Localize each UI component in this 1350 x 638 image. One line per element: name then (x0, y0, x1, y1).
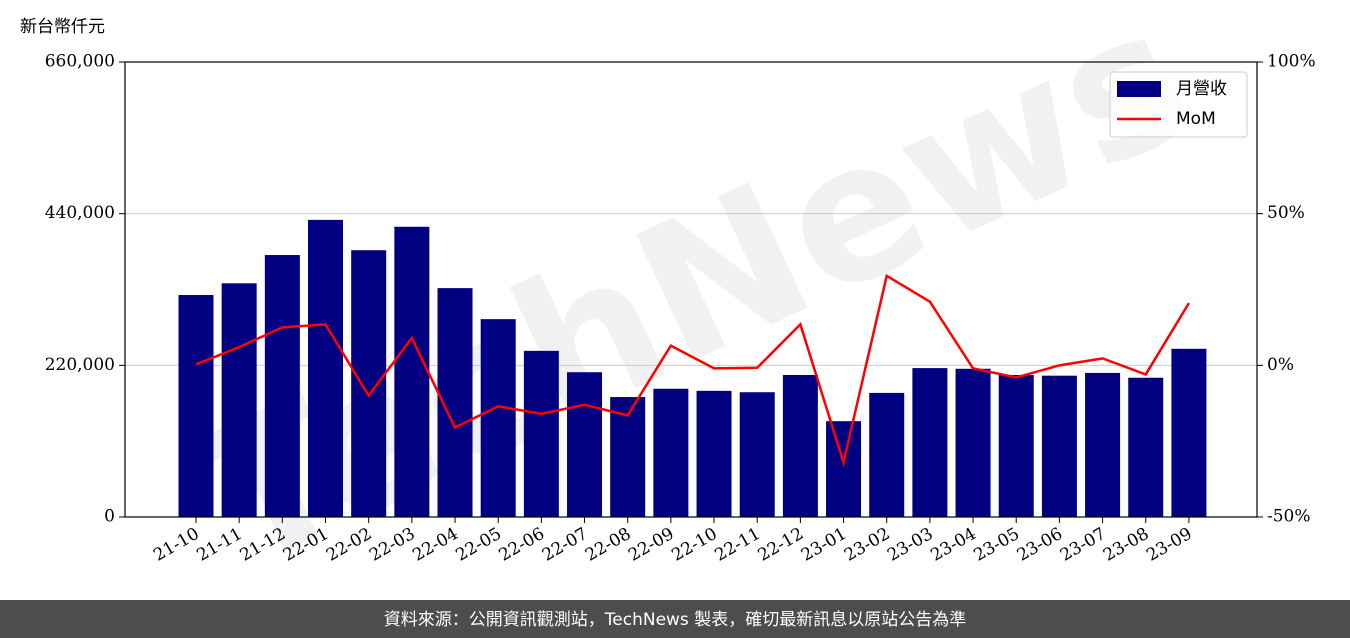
x-tick-label: 23-09 (1143, 524, 1195, 566)
bar (221, 283, 257, 517)
x-tick-label: 22-12 (755, 524, 807, 566)
x-tick-label: 23-03 (884, 524, 936, 566)
legend-label: MoM (1176, 109, 1216, 129)
footer: 資料來源：公開資訊觀測站，TechNews 製表，確切最新訊息以原站公告為準 (384, 610, 966, 630)
bar (782, 374, 818, 517)
x-tick-label: 23-07 (1057, 524, 1109, 566)
x-tick-label: 22-05 (452, 524, 504, 566)
x-tick-label: 22-09 (625, 524, 677, 566)
bar (826, 421, 862, 517)
bar (480, 319, 516, 517)
line (195, 273, 1190, 468)
bar (869, 392, 905, 517)
y2-tick-label: -50% (1267, 507, 1311, 527)
x-tick-label: 22-11 (712, 524, 764, 566)
x-tick-label: 23-01 (798, 524, 850, 566)
y-axis-label: 新台幣仟元 (20, 17, 105, 37)
legend-label: 月營收 (1176, 79, 1227, 99)
bar (1128, 377, 1164, 517)
y-tick-label: 440,000 (45, 203, 115, 223)
bar (912, 368, 948, 517)
bar (351, 250, 387, 518)
bar (523, 350, 559, 517)
x-tick-label: 23-02 (841, 524, 893, 566)
legend-swatch (1117, 81, 1161, 97)
footer-bar (0, 600, 1350, 638)
bar (1171, 348, 1207, 517)
x-tick-label: 23-06 (1014, 524, 1066, 566)
plot-frame (124, 61, 1258, 518)
x-tick-label: 22-06 (496, 524, 548, 566)
y2-tick-label: 50% (1267, 203, 1305, 223)
y2-tick-label: 0% (1267, 355, 1294, 375)
bar (998, 374, 1034, 517)
bar (610, 397, 646, 517)
bar (1041, 375, 1077, 517)
x-tick-label: 23-05 (971, 524, 1023, 566)
bar (696, 390, 732, 517)
x-tick-label: 22-10 (668, 524, 720, 566)
y2-tick-label: 100% (1267, 52, 1316, 72)
y-tick-label: 220,000 (45, 355, 115, 375)
x-tick-label: 23-04 (927, 524, 979, 566)
bar (567, 372, 603, 517)
bar (264, 255, 300, 517)
x-tick-label: 22-08 (582, 524, 634, 566)
x-tick-label: 23-08 (1100, 524, 1152, 566)
bar (739, 392, 775, 517)
x-tick-label: 22-07 (539, 524, 591, 566)
bar (394, 226, 430, 518)
y-tick-label: 0 (104, 507, 115, 527)
bar (178, 295, 214, 517)
x-tick-label: 21-10 (150, 524, 202, 566)
bar (1085, 372, 1121, 517)
bar (653, 388, 689, 517)
bar (308, 219, 344, 517)
y-tick-label: 660,000 (45, 52, 115, 72)
bar (955, 368, 991, 517)
